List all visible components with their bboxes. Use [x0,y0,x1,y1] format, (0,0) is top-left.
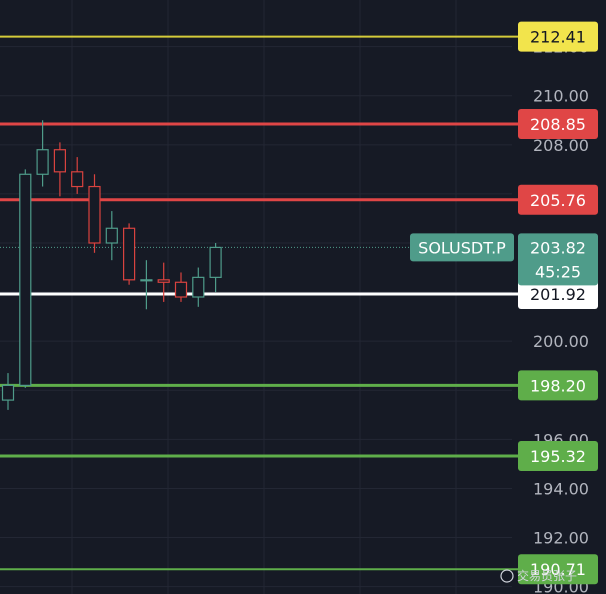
level-badge-label: 205.76 [530,191,586,210]
level-badge-label: 212.41 [530,28,586,47]
level-badge-bg [518,279,598,310]
level-badge-bg [518,441,598,472]
y-tick-label: 192.00 [533,529,589,548]
candle[interactable] [192,267,205,307]
candle-body [122,227,136,281]
candle[interactable] [105,211,118,261]
level-badge-label: 190.71 [530,560,586,579]
level-badge-label: 208.85 [530,115,586,134]
y-tick-label: 200.00 [533,332,589,351]
level-badge: 205.76 [518,184,598,215]
level-badge: 198.20 [518,370,598,401]
level-badge-label: 201.92 [530,285,586,304]
candle[interactable] [53,142,67,197]
level-badge: 201.92 [518,279,598,310]
candle[interactable] [88,174,101,253]
watermark: 交易员张子 [500,568,577,583]
candle[interactable] [36,120,49,187]
candle[interactable] [1,373,15,410]
candle[interactable] [122,223,136,285]
candle-body [71,171,84,188]
watermark-text: 交易员张子 [517,568,577,583]
level-badge: 212.41 [518,21,598,52]
candle[interactable] [157,262,170,302]
symbol-label-bg [410,233,514,262]
symbol-label: SOLUSDT.P [418,238,506,257]
level-badge: 190.71 [518,554,598,585]
candle[interactable] [140,260,153,310]
price-label-bg [518,233,598,286]
level-badge: 195.32 [518,441,598,472]
level-badge-bg [518,108,598,139]
y-tick-label: 210.00 [533,87,589,106]
watermark-logo-icon [500,569,514,583]
candle[interactable] [209,243,222,293]
current-price: 203.82 [530,238,586,257]
candle[interactable] [71,157,84,194]
candle-body [36,149,49,175]
level-badge-label: 198.20 [530,376,586,395]
level-badge-bg [518,370,598,401]
level-badge-bg [518,554,598,585]
candle-body [19,173,32,386]
candle-body [1,384,15,401]
candle[interactable] [174,272,188,302]
candle-body [174,281,188,298]
horizontal-levels [0,35,518,571]
level-badge-label: 195.32 [530,447,586,466]
countdown-timer: 45:25 [535,262,581,281]
candle[interactable] [19,169,32,388]
candles [1,120,222,410]
grid [0,0,512,594]
level-badge: 208.85 [518,108,598,139]
level-badge-bg [518,21,598,52]
candle-body [192,276,205,298]
y-tick-label: 194.00 [533,479,589,498]
candle-body [209,246,222,278]
candle-body [105,227,118,244]
candle-body [88,185,101,244]
level-badges: 212.41 208.85 205.76 201.92 198.20 195.32 190.… [518,21,598,585]
y-tick-label: 208.00 [533,136,589,155]
candle-body [53,149,67,173]
level-badge-bg [518,184,598,215]
candle-body [157,279,170,283]
current-price-label: SOLUSDT.P 203.82 45:25 [410,233,598,286]
candle-body [140,279,153,282]
